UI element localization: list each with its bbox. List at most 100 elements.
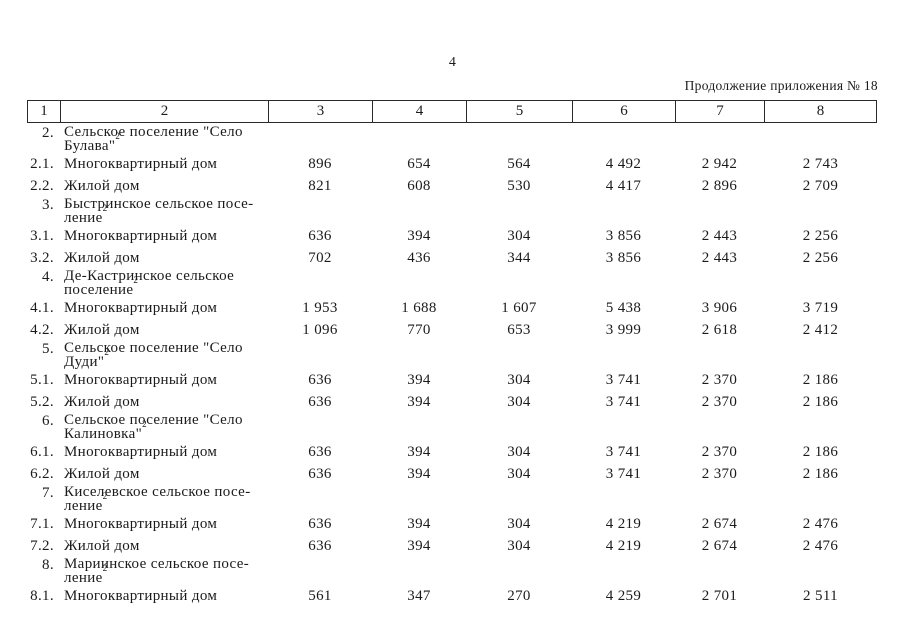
cell-value: 347 bbox=[407, 588, 431, 604]
table-row: 4.1. Многоквартирный дом 1 953 1 688 1 607 5 … bbox=[27, 297, 877, 319]
row-number: 7. bbox=[42, 485, 54, 501]
cell-value bbox=[764, 413, 877, 441]
cell-value bbox=[268, 485, 372, 513]
cell-value: 3 741 bbox=[605, 466, 642, 482]
row-label: Жилой дом bbox=[64, 538, 140, 554]
cell-value: 3 719 bbox=[802, 300, 839, 316]
row-number: 3.2. bbox=[30, 250, 54, 266]
cell-value: 304 bbox=[507, 444, 531, 460]
cell-value: 636 bbox=[308, 516, 332, 532]
cell-value bbox=[572, 485, 675, 513]
cell-value: 654 bbox=[407, 156, 431, 172]
cell-value bbox=[572, 197, 675, 225]
cell-value: 2 896 bbox=[701, 178, 738, 194]
row-label: Жилой дом bbox=[64, 466, 140, 482]
footnote-marker: 2 bbox=[102, 563, 108, 573]
table-row: 3.1. Многоквартирный дом 636 394 304 3 856 2 4… bbox=[27, 225, 877, 247]
cell-value: 394 bbox=[407, 466, 431, 482]
row-label: Сельское поселение "Село Калиновка"2 bbox=[60, 413, 268, 442]
cell-value: 3 741 bbox=[605, 394, 642, 410]
cell-value: 4 492 bbox=[605, 156, 642, 172]
section-name-line1: Сельское поселение "Село bbox=[64, 124, 243, 140]
row-number: 4.1. bbox=[30, 300, 54, 316]
cell-value bbox=[572, 269, 675, 297]
cell-value bbox=[764, 341, 877, 369]
table-row: 7.1. Многоквартирный дом 636 394 304 4 219 2 6… bbox=[27, 513, 877, 535]
cell-value: 636 bbox=[308, 228, 332, 244]
row-label: Мариинское сельское посе-ление2 bbox=[60, 557, 268, 586]
cell-value bbox=[675, 197, 764, 225]
cell-value: 2 370 bbox=[701, 466, 738, 482]
cell-value bbox=[268, 341, 372, 369]
cell-value bbox=[764, 125, 877, 153]
table-row: 3.2. Жилой дом 702 436 344 3 856 2 443 2 256 bbox=[27, 247, 877, 269]
row-number: 2. bbox=[42, 125, 54, 141]
cell-value: 530 bbox=[507, 178, 531, 194]
cell-value: 561 bbox=[308, 588, 332, 604]
row-label: Многоквартирный дом bbox=[64, 444, 218, 460]
row-label: Многоквартирный дом bbox=[64, 372, 218, 388]
cell-value bbox=[268, 557, 372, 585]
cell-value bbox=[466, 413, 572, 441]
cell-value: 2 674 bbox=[701, 516, 738, 532]
cell-value: 1 688 bbox=[401, 300, 437, 316]
cell-value: 394 bbox=[407, 394, 431, 410]
table-row: 5.1. Многоквартирный дом 636 394 304 3 741 2 3… bbox=[27, 369, 877, 391]
table-row: 4.2. Жилой дом 1 096 770 653 3 999 2 618 2 412 bbox=[27, 319, 877, 341]
cell-value bbox=[466, 485, 572, 513]
cell-value: 2 942 bbox=[701, 156, 738, 172]
cell-value bbox=[764, 557, 877, 585]
cell-value bbox=[572, 341, 675, 369]
table-row: 2.2. Жилой дом 821 608 530 4 417 2 896 2 709 bbox=[27, 175, 877, 197]
cell-value: 3 999 bbox=[605, 322, 642, 338]
cell-value bbox=[372, 485, 466, 513]
cell-value bbox=[675, 485, 764, 513]
section-row: 5. Сельское поселение "Село Дуди"2 bbox=[27, 341, 877, 370]
cell-value: 1 096 bbox=[302, 322, 338, 338]
cell-value: 2 256 bbox=[802, 250, 839, 266]
cell-value: 1 607 bbox=[501, 300, 537, 316]
row-label: Сельское поселение "Село Булава"2 bbox=[60, 124, 268, 154]
table-body: 2. Сельское поселение "Село Булава"2 2.1. Мн… bbox=[27, 123, 877, 607]
cell-value: 2 186 bbox=[802, 372, 839, 388]
cell-value: 636 bbox=[308, 538, 332, 554]
cell-value: 304 bbox=[507, 372, 531, 388]
footnote-marker: 2 bbox=[102, 203, 108, 213]
row-label: Многоквартирный дом bbox=[64, 228, 218, 244]
cell-value bbox=[372, 413, 466, 441]
cell-value bbox=[675, 557, 764, 585]
section-row: 8. Мариинское сельское посе-ление2 bbox=[27, 557, 877, 586]
section-name-line2: ление2 bbox=[64, 491, 108, 514]
row-number: 5.2. bbox=[30, 394, 54, 410]
row-number: 8.1. bbox=[30, 588, 54, 604]
row-label: Многоквартирный дом bbox=[64, 156, 218, 172]
cell-value: 2 743 bbox=[802, 156, 839, 172]
row-label: Многоквартирный дом bbox=[64, 300, 218, 316]
section-name-line2: ление2 bbox=[64, 203, 108, 226]
table-row: 2.1. Многоквартирный дом 896 654 564 4 492 2 9… bbox=[27, 153, 877, 175]
cell-value: 2 186 bbox=[802, 466, 839, 482]
cell-value bbox=[372, 269, 466, 297]
cell-value bbox=[466, 125, 572, 153]
section-name-line2: поселение2 bbox=[64, 275, 139, 298]
header-cell-7: 7 bbox=[675, 100, 764, 123]
cell-value bbox=[675, 413, 764, 441]
cell-value bbox=[372, 557, 466, 585]
cell-value: 5 438 bbox=[605, 300, 642, 316]
cell-value: 2 186 bbox=[802, 394, 839, 410]
row-label: Сельское поселение "Село Дуди"2 bbox=[60, 341, 268, 370]
row-number: 4.2. bbox=[30, 322, 54, 338]
cell-value: 636 bbox=[308, 444, 332, 460]
cell-value bbox=[764, 197, 877, 225]
cell-value: 2 370 bbox=[701, 444, 738, 460]
cell-value: 304 bbox=[507, 466, 531, 482]
cell-value: 344 bbox=[507, 250, 531, 266]
row-label: Многоквартирный дом bbox=[64, 516, 218, 532]
cell-value: 636 bbox=[308, 394, 332, 410]
page-number: 4 bbox=[448, 55, 457, 70]
cell-value: 436 bbox=[407, 250, 431, 266]
cell-value: 2 370 bbox=[701, 372, 738, 388]
row-label: Многоквартирный дом bbox=[64, 588, 218, 604]
